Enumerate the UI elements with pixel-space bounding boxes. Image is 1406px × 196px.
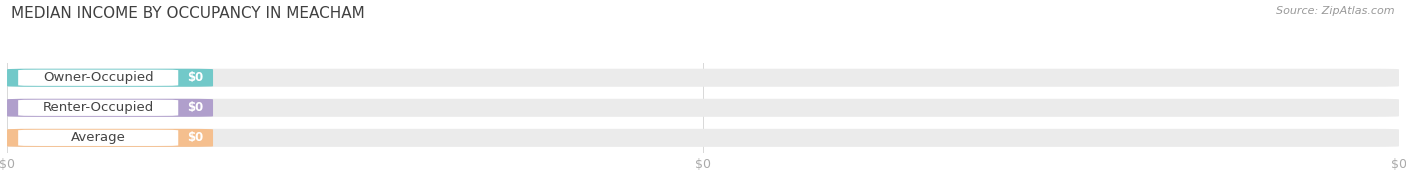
FancyBboxPatch shape	[7, 99, 214, 117]
FancyBboxPatch shape	[7, 69, 1399, 87]
FancyBboxPatch shape	[7, 99, 1399, 117]
Text: Owner-Occupied: Owner-Occupied	[44, 71, 153, 84]
Text: $0: $0	[187, 71, 204, 84]
Text: $0: $0	[187, 131, 204, 144]
Text: $0: $0	[187, 101, 204, 114]
FancyBboxPatch shape	[7, 69, 214, 87]
Text: Renter-Occupied: Renter-Occupied	[42, 101, 153, 114]
Text: Average: Average	[70, 131, 125, 144]
FancyBboxPatch shape	[18, 130, 179, 146]
FancyBboxPatch shape	[7, 129, 1399, 147]
FancyBboxPatch shape	[18, 100, 179, 116]
Text: MEDIAN INCOME BY OCCUPANCY IN MEACHAM: MEDIAN INCOME BY OCCUPANCY IN MEACHAM	[11, 6, 366, 21]
FancyBboxPatch shape	[18, 70, 179, 86]
FancyBboxPatch shape	[7, 129, 214, 147]
Text: Source: ZipAtlas.com: Source: ZipAtlas.com	[1277, 6, 1395, 16]
